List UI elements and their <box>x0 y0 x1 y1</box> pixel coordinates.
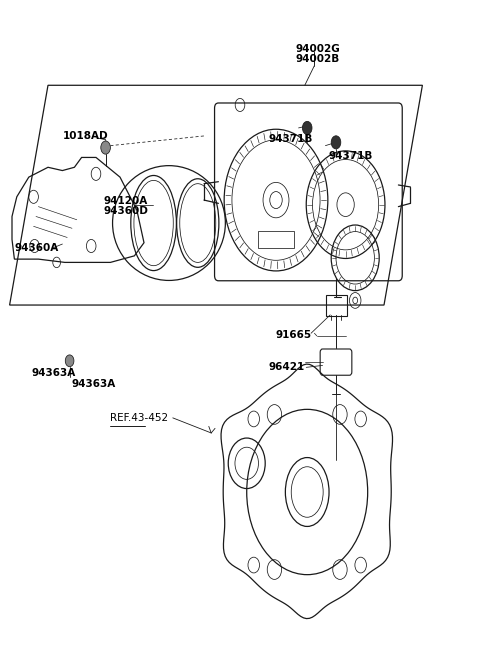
Circle shape <box>101 141 110 154</box>
Text: 94363A: 94363A <box>31 367 75 378</box>
Circle shape <box>65 355 74 367</box>
Text: 94120A: 94120A <box>103 196 147 207</box>
Text: REF.43-452: REF.43-452 <box>110 413 168 423</box>
Text: 91665: 91665 <box>276 329 312 340</box>
Text: 94002B: 94002B <box>295 54 339 64</box>
Text: 94363A: 94363A <box>72 379 116 389</box>
Text: 94360D: 94360D <box>103 206 148 216</box>
Text: 94371B: 94371B <box>329 151 373 161</box>
Text: 1018AD: 1018AD <box>62 131 108 142</box>
Text: 94360A: 94360A <box>14 243 59 253</box>
Circle shape <box>331 136 341 149</box>
Text: 94002G: 94002G <box>295 44 340 54</box>
Text: 96421: 96421 <box>269 362 305 373</box>
Circle shape <box>302 121 312 134</box>
Text: 94371B: 94371B <box>269 134 313 144</box>
